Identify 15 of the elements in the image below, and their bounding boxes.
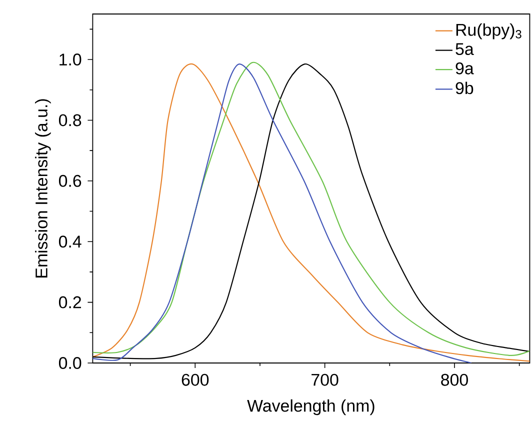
x-axis-title: Wavelength (nm) <box>247 399 374 416</box>
y-tick-label: 0.6 <box>58 174 82 187</box>
x-tick-label: 800 <box>441 374 468 386</box>
legend-label: Ru(bpy)$_{3}$ <box>456 23 522 40</box>
y-axis-title: Emission Intensity (a.u.) <box>35 99 51 278</box>
y-tick-label: 0.0 <box>58 357 82 369</box>
legend-label: 9a <box>456 62 474 74</box>
y-tick-label: 0.4 <box>58 236 82 248</box>
legend-label: 5a <box>456 43 474 56</box>
x-tick-label: 700 <box>312 374 338 386</box>
x-tick-label: 600 <box>182 374 209 386</box>
y-tick-label: 0.2 <box>58 296 81 308</box>
legend-label: 9b <box>456 82 474 94</box>
y-tick-label: 1.0 <box>60 54 82 66</box>
y-tick-label: 0.8 <box>58 114 82 126</box>
